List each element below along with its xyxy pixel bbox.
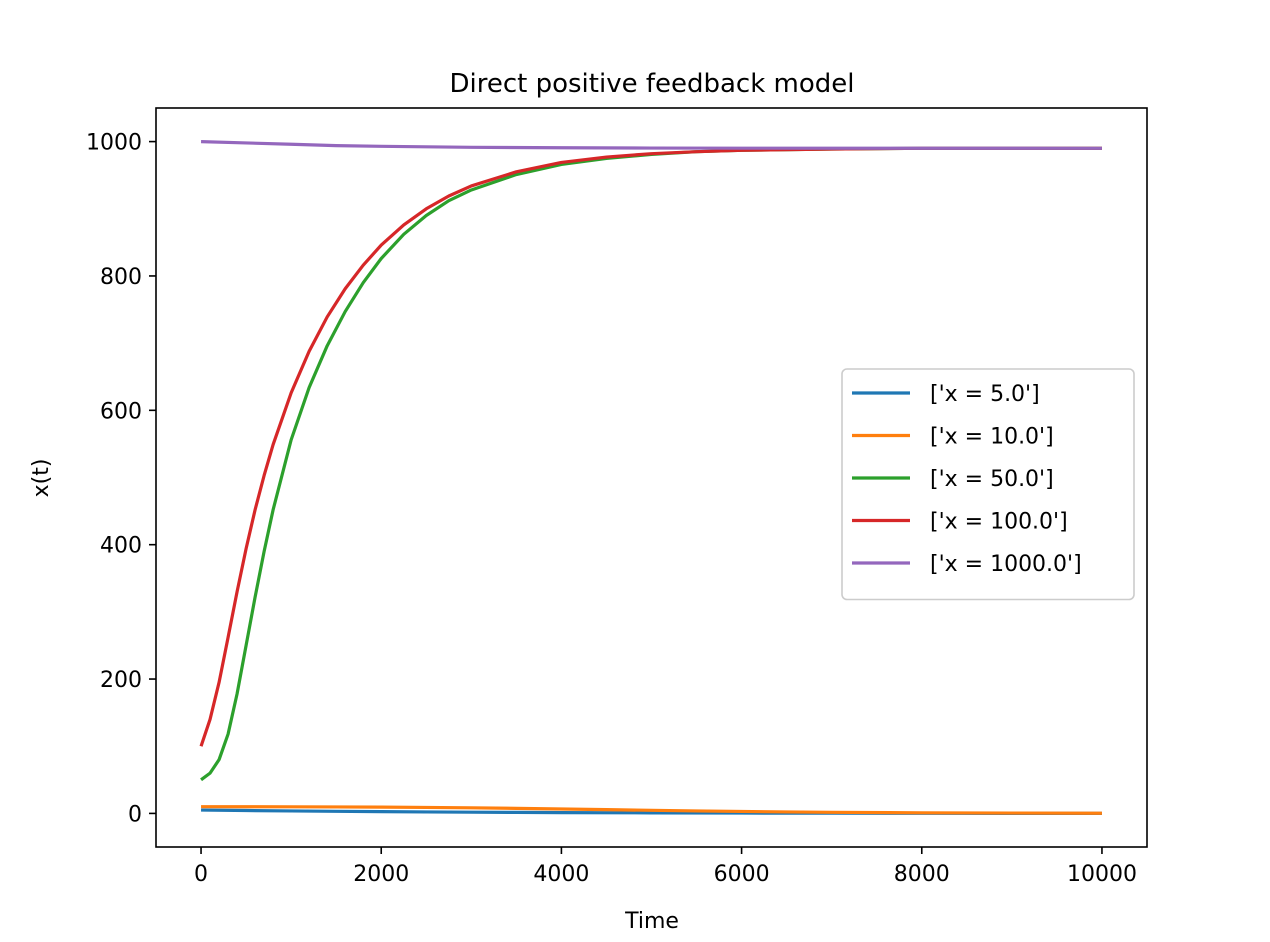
legend-label-4: ['x = 1000.0'] — [930, 552, 1082, 577]
series-line-4 — [201, 139, 1102, 150]
chart-title: Direct positive feedback model — [449, 69, 854, 99]
legend-box — [841, 368, 1135, 601]
legend-label-3: ['x = 100.0'] — [930, 510, 1068, 535]
y-tick-label: 0 — [128, 802, 142, 827]
x-tick-label: 4000 — [533, 862, 589, 887]
x-axis-label: Time — [624, 909, 679, 934]
y-tick-label: 200 — [100, 668, 142, 693]
x-tick-label: 0 — [194, 862, 208, 887]
y-tick-label: 400 — [100, 534, 142, 559]
y-tick-label: 600 — [100, 399, 142, 424]
y-tick-label: 1000 — [86, 131, 142, 156]
legend-label-2: ['x = 50.0'] — [930, 467, 1054, 492]
series-line-1 — [201, 805, 1102, 815]
x-tick-label: 8000 — [894, 862, 950, 887]
legend-label-1: ['x = 10.0'] — [930, 425, 1054, 450]
plot-frame — [155, 107, 1148, 848]
y-axis: 0 200 400 600 800 1000 — [86, 131, 156, 827]
x-tick-label: 2000 — [353, 862, 409, 887]
series-line-3 — [199, 146, 1102, 747]
series-layer — [199, 139, 1102, 815]
y-tick-label: 800 — [100, 265, 142, 290]
x-tick-label: 6000 — [714, 862, 770, 887]
x-tick-label: 10000 — [1067, 862, 1137, 887]
x-axis: 0 2000 4000 6000 8000 10000 — [194, 847, 1137, 887]
legend-label-0: ['x = 5.0'] — [930, 382, 1040, 407]
legend: ['x = 5.0'] ['x = 10.0'] ['x = 50.0'] ['x =… — [841, 368, 1135, 601]
y-axis-label: x(t) — [29, 459, 54, 498]
